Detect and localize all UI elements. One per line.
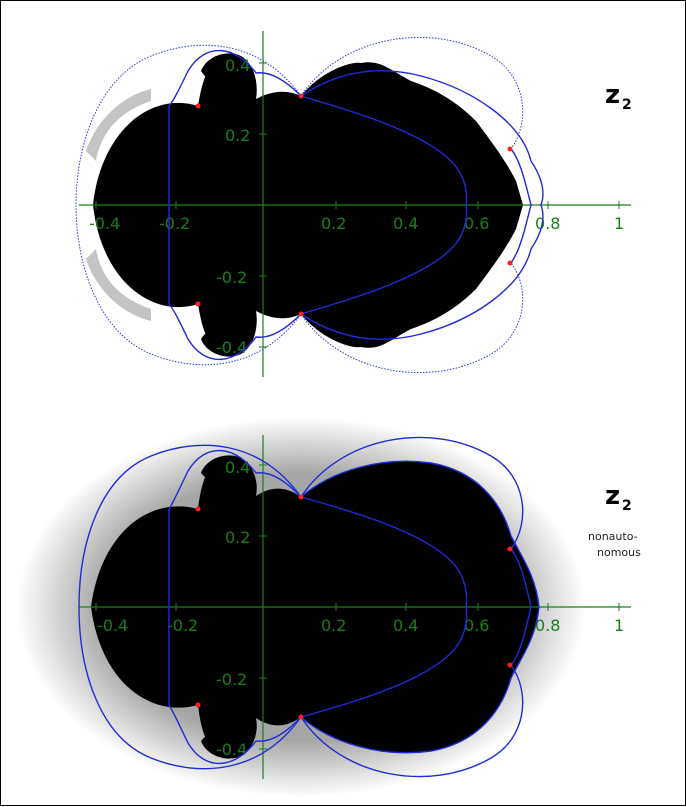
- x-tick-label: -0.2: [167, 616, 198, 635]
- y-tick-label: -0.4: [216, 740, 247, 759]
- x-tick-label: 0.4: [393, 214, 418, 233]
- x-tick-label: 0.4: [393, 616, 418, 635]
- panel-bottom: -0.4 -0.2 0.2 0.4 0.6 0.8 1 0.4 0.2 -0.2…: [16, 417, 641, 797]
- axes: [79, 31, 631, 377]
- title-main: z: [605, 481, 620, 511]
- x-tick-label: -0.4: [97, 616, 128, 635]
- y-tick-label: -0.2: [216, 268, 247, 287]
- critical-points: [195, 93, 513, 317]
- y-tick-label: 0.2: [225, 126, 250, 145]
- x-tick-label: 1: [614, 616, 624, 635]
- blue-curves: [78, 436, 540, 778]
- note-line-2: nomous: [597, 546, 641, 559]
- panel-title: z 2 nonauto- nomous: [588, 481, 641, 559]
- x-tick-label: -0.4: [89, 214, 120, 233]
- y-tick-label: 0.4: [225, 458, 250, 477]
- x-tick-label: 0.2: [321, 616, 346, 635]
- critical-points: [195, 494, 513, 720]
- panel-top: -0.4 -0.2 0.2 0.4 0.6 0.8 1 0.4 0.2 -0.2…: [75, 31, 632, 377]
- panel-title: z 2: [605, 80, 632, 113]
- title-subscript: 2: [622, 498, 632, 514]
- title-subscript: 2: [622, 97, 632, 113]
- x-tick-label: 0.6: [464, 616, 489, 635]
- x-ticks: -0.4 -0.2 0.2 0.4 0.6 0.8 1: [89, 201, 624, 233]
- x-tick-label: 0.2: [321, 214, 346, 233]
- x-tick-label: 0.8: [535, 214, 560, 233]
- x-ticks: -0.4 -0.2 0.2 0.4 0.6 0.8 1: [95, 603, 624, 635]
- note-line-1: nonauto-: [588, 530, 638, 543]
- x-tick-label: -0.2: [159, 214, 190, 233]
- y-ticks: 0.4 0.2 -0.2 -0.4: [216, 458, 267, 759]
- y-tick-label: 0.4: [225, 56, 250, 75]
- y-tick-label: -0.2: [216, 670, 247, 689]
- title-main: z: [605, 80, 620, 110]
- y-tick-label: -0.4: [216, 338, 247, 357]
- x-tick-label: 1: [614, 214, 624, 233]
- x-tick-label: 0.8: [535, 616, 560, 635]
- y-ticks: 0.4 0.2 -0.2 -0.4: [216, 56, 267, 357]
- x-tick-label: 0.6: [464, 214, 489, 233]
- blue-curves: [75, 36, 544, 374]
- y-tick-label: 0.2: [225, 528, 250, 547]
